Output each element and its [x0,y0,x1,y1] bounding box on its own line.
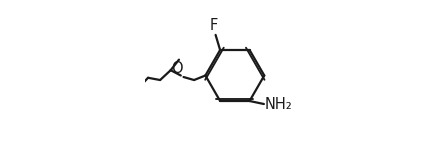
Text: O: O [171,61,183,76]
Text: F: F [210,18,218,33]
Text: NH₂: NH₂ [265,96,292,112]
